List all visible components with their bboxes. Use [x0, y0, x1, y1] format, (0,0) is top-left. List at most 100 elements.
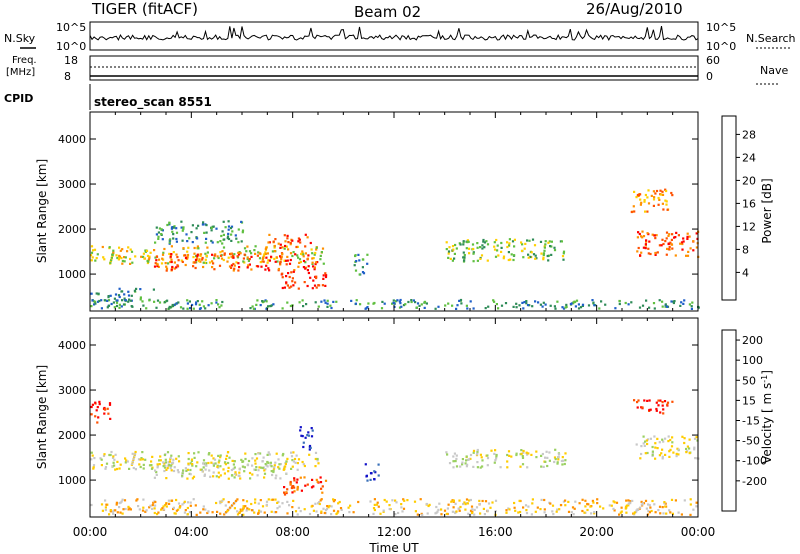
heatmap-cell	[242, 499, 245, 502]
heatmap-cell	[476, 461, 479, 464]
heatmap-cell	[189, 307, 192, 310]
heatmap-cell	[522, 451, 525, 454]
heatmap-cell	[589, 505, 592, 508]
heatmap-cell	[90, 245, 94, 248]
heatmap-cell	[584, 499, 587, 502]
x-tick-label: 08:00	[275, 525, 310, 539]
heatmap-cell	[392, 299, 395, 302]
heatmap-cell	[459, 505, 462, 509]
heatmap-cell	[127, 505, 130, 508]
heatmap-cell	[493, 248, 497, 251]
heatmap-cell	[215, 227, 218, 230]
heatmap-cell	[327, 506, 330, 509]
heatmap-cell	[554, 448, 557, 451]
heatmap-cell	[366, 253, 369, 256]
heatmap-cell	[313, 266, 316, 269]
heatmap-cell	[156, 263, 159, 266]
heatmap-cell	[506, 245, 509, 249]
heatmap-cell	[216, 241, 219, 244]
heatmap-cell	[122, 508, 125, 511]
heatmap-cell	[652, 204, 655, 207]
heatmap-cell	[268, 453, 271, 456]
heatmap-cell	[230, 255, 233, 258]
heatmap-cell	[118, 246, 121, 249]
heatmap-cell	[293, 486, 296, 489]
heatmap-cell	[96, 406, 99, 409]
heatmap-cell	[646, 399, 649, 402]
heatmap-cell	[216, 255, 219, 258]
heatmap-cell	[635, 196, 638, 199]
heatmap-cell	[203, 231, 206, 234]
heatmap-cell	[189, 501, 192, 504]
heatmap-cell	[98, 299, 101, 303]
heatmap-cell	[170, 226, 174, 229]
heatmap-cell	[90, 305, 93, 308]
heatmap-cell	[365, 474, 368, 477]
heatmap-cell	[286, 500, 289, 503]
heatmap-cell	[223, 253, 226, 256]
heatmap-cell	[175, 509, 178, 512]
heatmap-cell	[502, 255, 506, 258]
heatmap-cell	[98, 403, 101, 406]
heatmap-cell	[185, 233, 188, 236]
heatmap-cell	[107, 299, 111, 302]
heatmap-cell	[472, 465, 475, 468]
heatmap-cell	[291, 506, 294, 509]
heatmap-cell	[201, 256, 204, 260]
heatmap-cell	[192, 256, 195, 259]
heatmap-cell	[220, 257, 224, 260]
heatmap-cell	[644, 210, 647, 213]
heatmap-cell	[670, 191, 673, 195]
heatmap-cell	[262, 456, 265, 459]
heatmap-cell	[497, 254, 500, 257]
xlabel: Time UT	[368, 541, 419, 554]
heatmap-cell	[99, 457, 102, 460]
heatmap-cell	[201, 470, 204, 473]
heatmap-cell	[523, 247, 526, 250]
heatmap-cell	[110, 256, 113, 259]
heatmap-cell	[463, 259, 466, 262]
heatmap-cell	[233, 267, 236, 270]
heatmap-cell	[230, 468, 233, 472]
heatmap-cell	[554, 458, 557, 461]
heatmap-cell	[445, 512, 448, 515]
colorbar-tick-label: 100	[742, 354, 763, 367]
heatmap-cell	[543, 249, 546, 252]
heatmap-cell	[608, 504, 611, 507]
heatmap-cell	[453, 252, 456, 255]
heatmap-cell	[230, 239, 233, 242]
heatmap-cell	[140, 255, 143, 258]
heatmap-cell	[530, 453, 533, 456]
nsky-tick-top-right: 10^5	[706, 21, 736, 34]
heatmap-cell	[246, 257, 249, 260]
heatmap-cell	[258, 466, 261, 469]
heatmap-cell	[178, 460, 181, 463]
heatmap-cell	[168, 502, 171, 505]
heatmap-cell	[302, 255, 305, 258]
heatmap-cell	[570, 302, 573, 305]
heatmap-cell	[114, 293, 118, 296]
heatmap-cell	[671, 436, 674, 439]
heatmap-cell	[469, 498, 472, 502]
heatmap-cell	[216, 465, 219, 468]
heatmap-cell	[640, 201, 643, 204]
heatmap-cell	[590, 512, 593, 515]
heatmap-cell	[688, 235, 691, 238]
heatmap-cell	[372, 512, 375, 515]
heatmap-cell	[610, 504, 613, 507]
heatmap-cell	[674, 499, 677, 502]
heatmap-cell	[470, 505, 474, 508]
heatmap-cell	[121, 248, 124, 251]
heatmap-cell	[201, 223, 204, 226]
heatmap-cell	[506, 241, 509, 244]
heatmap-cell	[164, 461, 167, 464]
velocity-panel-frame	[89, 317, 699, 518]
heatmap-cell	[192, 307, 195, 310]
heatmap-cell	[639, 198, 642, 201]
heatmap-cell	[445, 451, 448, 454]
heatmap-cell	[90, 254, 93, 257]
heatmap-cell	[693, 437, 697, 440]
heatmap-cell	[115, 254, 118, 257]
heatmap-cell	[176, 256, 179, 259]
heatmap-cell	[661, 438, 664, 441]
